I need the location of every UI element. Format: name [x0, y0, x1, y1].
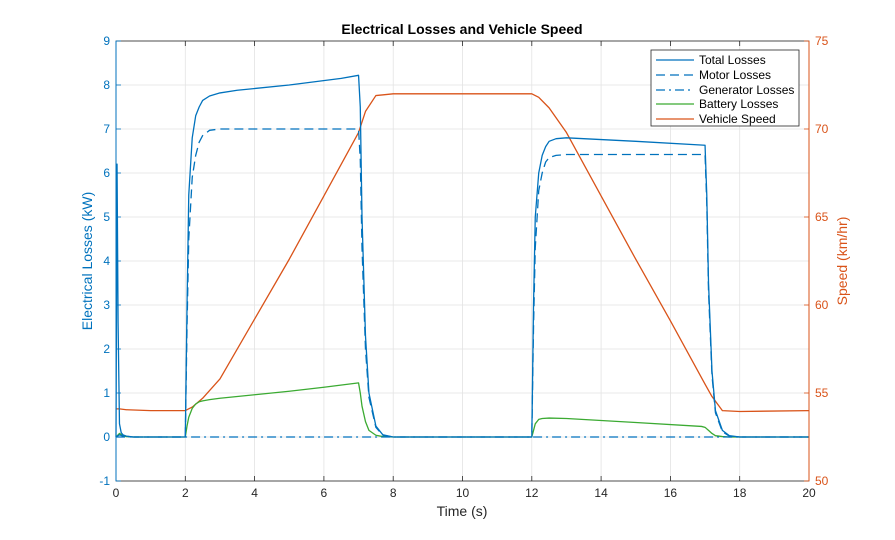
x-tick-label: 16 — [664, 486, 678, 500]
chart-title: Electrical Losses and Vehicle Speed — [341, 21, 582, 37]
series-lines — [115, 74, 810, 438]
y-left-tick-label: -1 — [99, 474, 110, 488]
x-axis-label: Time (s) — [437, 503, 488, 519]
x-tick-label: 2 — [182, 486, 189, 500]
x-tick-label: 20 — [802, 486, 816, 500]
y-left-tick-label: 2 — [103, 342, 110, 356]
x-tick-label: 4 — [251, 486, 258, 500]
y-right-tick-label: 70 — [815, 122, 829, 136]
y-right-tick-label: 75 — [815, 34, 829, 48]
y-left-tick-label: 1 — [103, 386, 110, 400]
legend: Total Losses Motor Losses Generator Loss… — [650, 49, 800, 127]
x-tick-label: 14 — [594, 486, 608, 500]
y-right-tick-label: 55 — [815, 386, 829, 400]
y-left-tick-label: 9 — [103, 34, 110, 48]
y-right-tick-label: 65 — [815, 210, 829, 224]
legend-label-total-losses: Total Losses — [699, 53, 766, 67]
y-left-tick-label: 0 — [103, 430, 110, 444]
y-axis-left-label: Electrical Losses (kW) — [79, 192, 95, 330]
y-left-tick-label: 4 — [103, 254, 110, 268]
y-right-tick-label: 50 — [815, 474, 829, 488]
legend-box — [650, 49, 800, 127]
y-right-tick-label: 60 — [815, 298, 829, 312]
legend-label-motor-losses: Motor Losses — [699, 68, 771, 82]
x-tick-label: 0 — [113, 486, 120, 500]
y-left-tick-label: 8 — [103, 78, 110, 92]
x-tick-label: 8 — [390, 486, 397, 500]
x-tick-label: 10 — [456, 486, 470, 500]
y-left-tick-label: 6 — [103, 166, 110, 180]
y-left-tick-label: 5 — [103, 210, 110, 224]
y-left-tick-label: 7 — [103, 122, 110, 136]
legend-label-vehicle-speed: Vehicle Speed — [699, 112, 776, 126]
y-axis-right-label: Speed (km/hr) — [834, 217, 850, 306]
series-line-total-losses — [115, 74, 809, 438]
legend-label-generator-losses: Generator Losses — [699, 83, 794, 97]
x-tick-label: 18 — [733, 486, 747, 500]
legend-label-battery-losses: Battery Losses — [699, 97, 778, 111]
series-line-generator-losses — [115, 434, 809, 438]
x-tick-label: 6 — [321, 486, 328, 500]
x-tick-label: 12 — [525, 486, 539, 500]
axes: 0 2 4 6 8 10 12 14 16 18 20-1012345678950556065707… — [99, 34, 828, 500]
y-left-tick-label: 3 — [103, 298, 110, 312]
series-line-vehicle-speed — [116, 93, 810, 413]
series-line-battery-losses — [115, 382, 809, 438]
